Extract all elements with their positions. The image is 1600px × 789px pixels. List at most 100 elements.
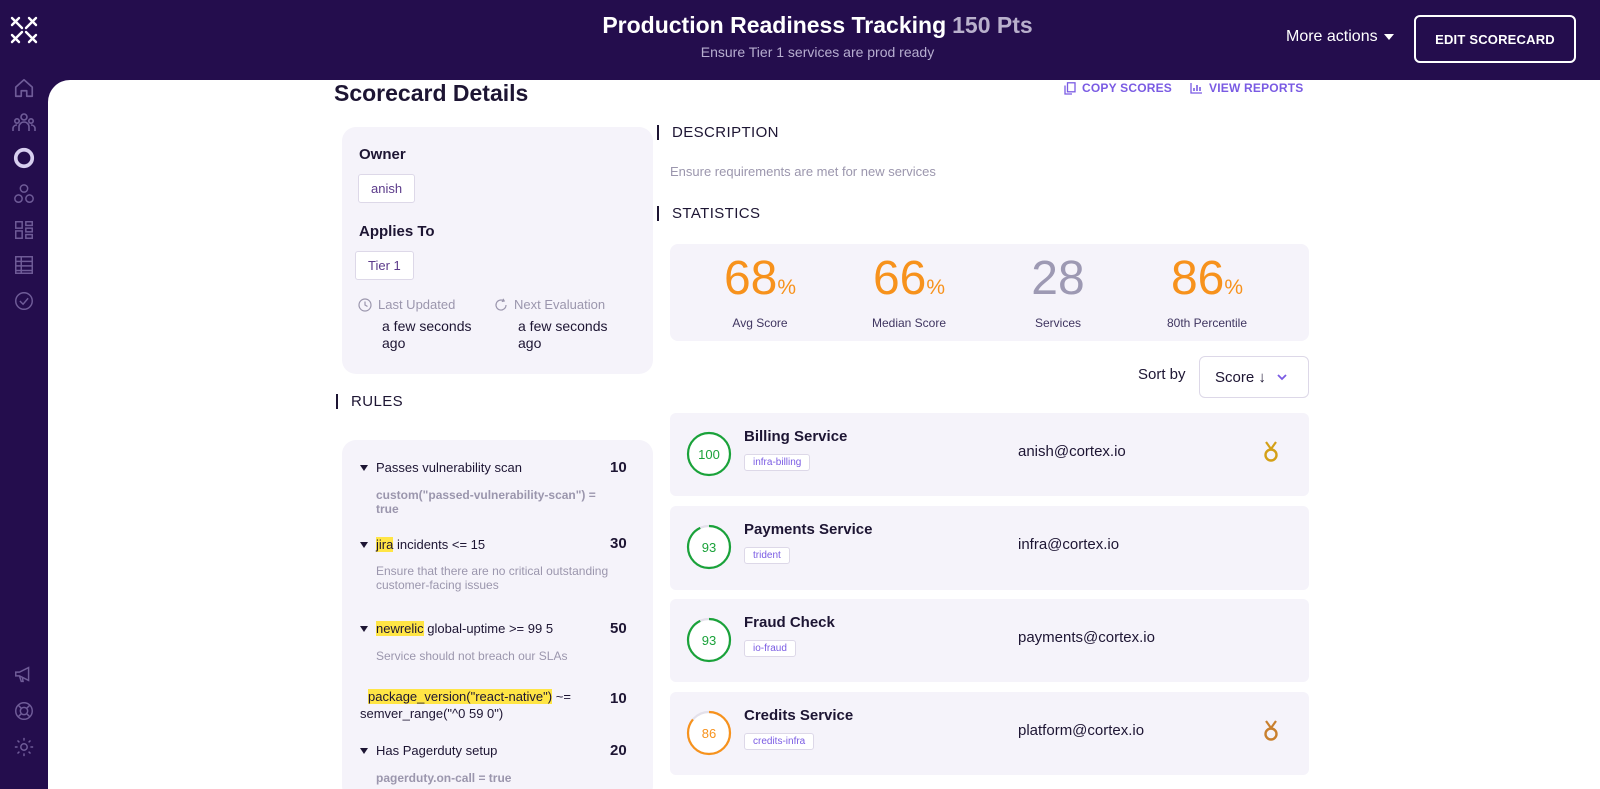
service-tag[interactable]: trident	[744, 547, 790, 564]
refresh-icon	[495, 298, 507, 311]
rule-points: 50	[610, 620, 627, 637]
view-reports-label: VIEW REPORTS	[1209, 81, 1304, 95]
service-name[interactable]: Billing Service	[744, 428, 848, 445]
catalog-icon[interactable]	[12, 182, 36, 206]
service-score: 93	[701, 539, 717, 555]
rule-points: 10	[610, 459, 627, 476]
service-row[interactable]: 93 Payments Service trident infra@cortex…	[670, 506, 1309, 590]
service-score: 100	[698, 446, 720, 462]
details-card: Owner anish Applies To Tier 1 Last Updat…	[342, 127, 653, 374]
view-reports-link[interactable]: VIEW REPORTS	[1190, 81, 1303, 95]
service-score: 93	[701, 632, 717, 648]
rule-description: Service should not breach our SLAs	[376, 649, 568, 663]
scorecard-name: Production Readiness Tracking	[602, 12, 947, 38]
rule-title: Passes vulnerability scan	[376, 460, 522, 475]
megaphone-icon[interactable]	[12, 662, 36, 686]
service-row[interactable]: 100 Billing Service infra-billing anish@…	[670, 413, 1309, 496]
stat-median-score: 66% Median Score	[839, 252, 979, 330]
service-name[interactable]: Payments Service	[744, 521, 873, 538]
team-icon[interactable]	[12, 111, 36, 135]
rule-item[interactable]: Passes vulnerability scan	[360, 460, 522, 475]
chevron-down-icon	[1277, 374, 1287, 381]
caret-down-icon	[360, 541, 368, 548]
rule-points: 30	[610, 535, 627, 552]
statistics-panel: 68% Avg Score 66% Median Score 28 Servic…	[670, 244, 1309, 341]
clock-icon	[358, 297, 372, 312]
integration-highlight: jira	[376, 537, 394, 552]
next-evaluation-label: Next Evaluation	[494, 297, 605, 312]
check-circle-icon[interactable]	[12, 289, 36, 313]
page-title: Scorecard Details	[334, 80, 529, 106]
service-name[interactable]: Fraud Check	[744, 614, 835, 631]
scorecard-points: 150 Pts	[952, 12, 1033, 38]
more-actions-dropdown[interactable]: More actions	[1286, 28, 1394, 46]
score-ring	[686, 524, 732, 570]
rule-title: package_version("react-native") ~=	[368, 689, 571, 704]
description-header: DESCRIPTION	[657, 125, 779, 140]
stat-avg-label: Avg Score	[732, 316, 788, 330]
scorecard-header: Production Readiness Tracking 150 Pts Ens…	[400, 12, 1235, 60]
applies-to-chip[interactable]: Tier 1	[355, 251, 414, 280]
rules-header: RULES	[336, 394, 403, 409]
service-tag[interactable]: credits-infra	[744, 733, 815, 750]
copy-icon	[1064, 81, 1076, 95]
service-row[interactable]: 93 Fraud Check io-fraud payments@cortex.…	[670, 599, 1309, 682]
score-ring	[686, 431, 732, 477]
bronze-medal-icon	[1264, 720, 1278, 741]
stat-percentile-label: 80th Percentile	[1166, 316, 1248, 330]
rule-title: Has Pagerduty setup	[376, 743, 498, 758]
last-updated-text: Last Updated	[378, 297, 456, 312]
stat-avg-value: 68%	[723, 252, 797, 305]
copy-scores-link[interactable]: COPY SCORES	[1064, 81, 1172, 95]
rule-item[interactable]: Has Pagerduty setup	[360, 743, 497, 758]
table-icon[interactable]	[12, 253, 36, 277]
stat-percentile-value: 86%	[1170, 252, 1244, 305]
copy-scores-label: COPY SCORES	[1082, 81, 1173, 95]
service-name[interactable]: Credits Service	[744, 707, 854, 724]
service-owner-email: platform@cortex.io	[1018, 722, 1145, 739]
rule-title: newrelic global-uptime >= 99 5	[376, 621, 554, 636]
edit-scorecard-button[interactable]: EDIT SCORECARD	[1414, 15, 1576, 63]
help-icon[interactable]	[12, 699, 36, 723]
owner-chip[interactable]: anish	[358, 174, 416, 203]
stat-avg-score: 68% Avg Score	[690, 252, 830, 330]
rule-item[interactable]: newrelic global-uptime >= 99 5	[360, 621, 553, 636]
caret-down-icon	[1383, 34, 1394, 40]
dashboard-icon[interactable]	[12, 218, 36, 242]
service-tag[interactable]: io-fraud	[744, 640, 796, 657]
service-owner-email: anish@cortex.io	[1018, 443, 1126, 460]
integration-highlight: newrelic	[376, 621, 424, 636]
more-actions-label: More actions	[1286, 28, 1378, 45]
service-row[interactable]: 86 Credits Service credits-infra platfor…	[670, 692, 1309, 775]
service-owner-email: payments@cortex.io	[1018, 629, 1155, 646]
last-updated-label: Last Updated	[358, 297, 455, 312]
stat-percentile: 86% 80th Percentile	[1137, 252, 1277, 330]
next-evaluation-text: Next Evaluation	[514, 297, 606, 312]
scorecard-subtitle: Ensure Tier 1 services are prod ready	[700, 44, 935, 60]
rule-description: Ensure that there are no critical outsta…	[376, 564, 609, 592]
scorecard-icon[interactable]	[12, 146, 36, 170]
rule-item[interactable]: package_version("react-native") ~=	[368, 689, 571, 704]
cortex-logo-icon[interactable]	[8, 14, 40, 46]
rule-item[interactable]: jira incidents <= 15	[360, 537, 485, 552]
next-evaluation-value: a few seconds ago	[518, 318, 608, 351]
description-text: Ensure requirements are met for new serv…	[670, 164, 936, 179]
statistics-header: STATISTICS	[657, 206, 760, 221]
stat-median-value: 66%	[872, 252, 946, 305]
applies-to-label: Applies To	[359, 223, 435, 240]
scorecard-title: Production Readiness Tracking 150 Pts	[400, 12, 1235, 39]
rule-query: pagerduty.on-call = true	[376, 771, 512, 785]
score-ring	[686, 710, 732, 756]
home-icon[interactable]	[12, 76, 36, 100]
service-score: 86	[701, 725, 717, 741]
sort-select[interactable]: Score ↓	[1199, 356, 1309, 398]
score-ring	[686, 617, 732, 663]
main-panel: Scorecard Details COPY SCORES VIEW REPOR…	[48, 80, 1600, 789]
sort-value: Score ↓	[1215, 368, 1266, 386]
rule-title: jira incidents <= 15	[376, 537, 486, 552]
settings-icon[interactable]	[12, 735, 36, 759]
top-bar: Production Readiness Tracking 150 Pts Ens…	[0, 0, 1600, 80]
sort-by-label: Sort by	[1138, 366, 1186, 383]
caret-down-icon	[360, 747, 368, 754]
service-tag[interactable]: infra-billing	[744, 454, 811, 471]
